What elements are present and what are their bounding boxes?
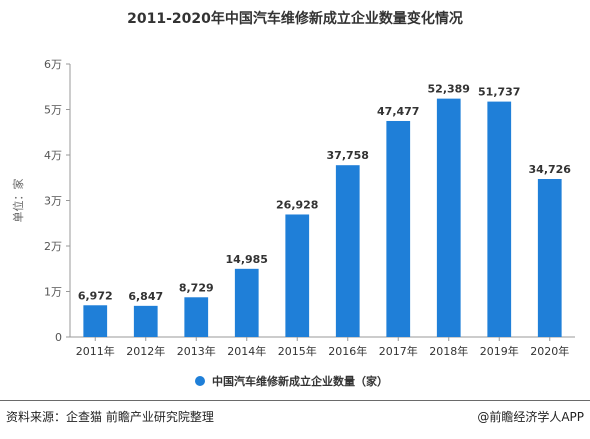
legend-label: 中国汽车维修新成立企业数量（家） [212, 374, 388, 388]
y-tick-label: 4万 [44, 149, 62, 162]
y-tick-label: 0 [55, 331, 62, 344]
bar [386, 120, 411, 338]
x-tick-label: 2017年 [379, 344, 418, 358]
data-label: 52,389 [428, 83, 470, 96]
bar [537, 178, 562, 337]
x-tick-label: 2015年 [278, 344, 317, 358]
y-tick-label: 1万 [44, 286, 62, 299]
publisher-credit: @前瞻经济学人APP [477, 410, 584, 424]
footer-divider [0, 400, 590, 401]
y-tick-label: 5万 [44, 104, 62, 117]
y-tick-label: 2万 [44, 240, 62, 253]
x-tick-label: 2016年 [328, 344, 367, 358]
y-tick-label: 3万 [44, 195, 62, 208]
data-label: 26,928 [276, 198, 318, 211]
x-tick-label: 2014年 [227, 344, 266, 358]
x-tick-label: 2011年 [76, 344, 115, 358]
x-tick-label: 2018年 [429, 344, 468, 358]
bar [436, 98, 461, 337]
bar [285, 214, 310, 337]
data-label: 47,477 [377, 105, 419, 118]
data-source-note: 资料来源：企查猫 前瞻产业研究院整理 [6, 410, 214, 424]
x-tick-label: 2013年 [177, 344, 216, 358]
x-tick-label: 2020年 [530, 344, 569, 358]
data-label: 37,758 [327, 149, 369, 162]
legend-marker [195, 376, 205, 386]
y-tick-label: 6万 [44, 58, 62, 71]
bar [335, 165, 360, 337]
data-label: 14,985 [226, 253, 268, 266]
x-tick-label: 2019年 [480, 344, 519, 358]
data-label: 51,737 [478, 86, 520, 99]
data-label: 8,729 [179, 281, 214, 294]
x-tick-label: 2012年 [126, 344, 165, 358]
data-label: 6,972 [78, 289, 113, 302]
bar [83, 305, 108, 337]
chart-title: 2011-2020年中国汽车维修新成立企业数量变化情况 [127, 11, 463, 27]
bar [133, 305, 158, 337]
data-label: 6,847 [128, 290, 163, 303]
bar [184, 297, 209, 337]
bar [234, 268, 259, 337]
y-axis-title: 单位：家 [11, 179, 25, 223]
data-label: 34,726 [529, 163, 572, 176]
bar [487, 101, 512, 337]
